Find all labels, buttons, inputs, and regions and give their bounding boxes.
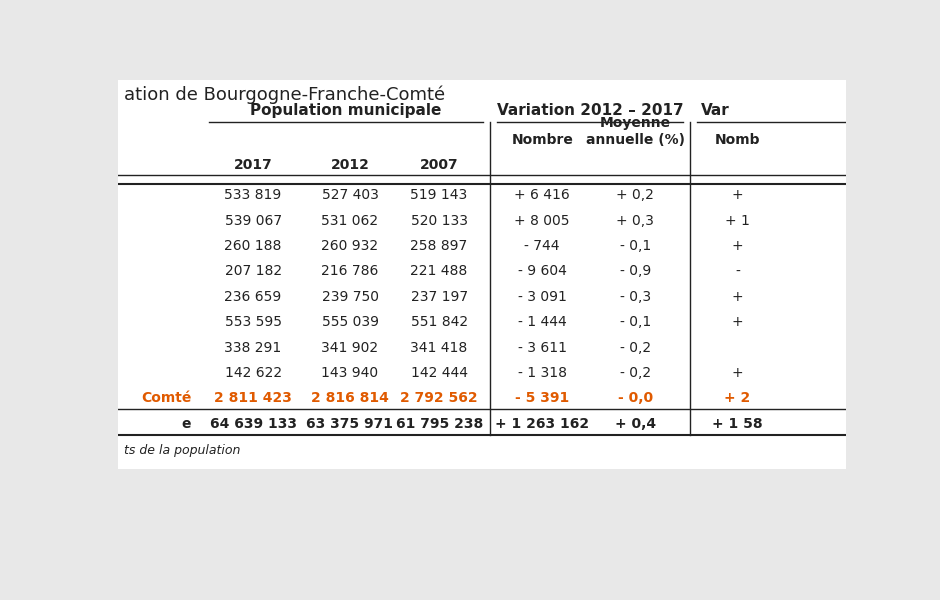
Text: 338 291: 338 291 [225, 341, 282, 355]
Text: 239 750: 239 750 [321, 290, 379, 304]
Text: Moyenne
annuelle (%): Moyenne annuelle (%) [586, 116, 684, 148]
Text: - 0,2: - 0,2 [619, 341, 650, 355]
Text: ation de Bourgogne-Franche-Comté: ation de Bourgogne-Franche-Comté [124, 86, 445, 104]
Text: + 6 416: + 6 416 [514, 188, 570, 202]
Text: 520 133: 520 133 [411, 214, 467, 227]
Text: + 1: + 1 [725, 214, 750, 227]
Text: 260 932: 260 932 [321, 239, 379, 253]
Text: - 1 318: - 1 318 [518, 366, 567, 380]
Text: - 9 604: - 9 604 [518, 265, 567, 278]
Text: + 1 58: + 1 58 [713, 417, 763, 431]
Text: 143 940: 143 940 [321, 366, 379, 380]
Text: + 2: + 2 [725, 391, 751, 406]
Text: 341 902: 341 902 [321, 341, 379, 355]
FancyBboxPatch shape [118, 80, 846, 469]
Text: 533 819: 533 819 [225, 188, 282, 202]
Text: 142 622: 142 622 [225, 366, 282, 380]
FancyBboxPatch shape [118, 95, 846, 184]
Text: 2007: 2007 [420, 158, 459, 172]
Text: - 0,1: - 0,1 [619, 239, 650, 253]
Text: 207 182: 207 182 [225, 265, 282, 278]
Text: Variation 2012 – 2017: Variation 2012 – 2017 [497, 103, 683, 118]
Text: 260 188: 260 188 [225, 239, 282, 253]
Text: 258 897: 258 897 [411, 239, 468, 253]
Text: +: + [731, 315, 744, 329]
Text: 555 039: 555 039 [321, 315, 379, 329]
Text: 2012: 2012 [331, 158, 369, 172]
Text: - 1 444: - 1 444 [518, 315, 567, 329]
Text: 2 816 814: 2 816 814 [311, 391, 389, 406]
Text: 2017: 2017 [234, 158, 273, 172]
Text: 341 418: 341 418 [411, 341, 468, 355]
Text: - 0,3: - 0,3 [619, 290, 650, 304]
Text: Var: Var [701, 103, 729, 118]
Text: Nombre: Nombre [511, 133, 573, 148]
Text: 142 444: 142 444 [411, 366, 467, 380]
Text: + 0,4: + 0,4 [615, 417, 656, 431]
Text: 539 067: 539 067 [225, 214, 282, 227]
Text: 236 659: 236 659 [225, 290, 282, 304]
Text: - 5 391: - 5 391 [515, 391, 570, 406]
Text: + 8 005: + 8 005 [514, 214, 570, 227]
Text: Nomb: Nomb [714, 133, 760, 148]
Text: +: + [731, 290, 744, 304]
Text: +: + [731, 239, 744, 253]
Text: +: + [731, 366, 744, 380]
Text: 221 488: 221 488 [411, 265, 468, 278]
Text: Population municipale: Population municipale [250, 103, 442, 118]
Text: 519 143: 519 143 [411, 188, 468, 202]
Text: 527 403: 527 403 [321, 188, 379, 202]
Text: - 744: - 744 [525, 239, 560, 253]
Text: 61 795 238: 61 795 238 [396, 417, 483, 431]
Text: + 0,2: + 0,2 [617, 188, 654, 202]
Text: -: - [735, 265, 740, 278]
Text: ts de la population: ts de la population [124, 444, 240, 457]
Text: + 0,3: + 0,3 [617, 214, 654, 227]
Text: 2 792 562: 2 792 562 [400, 391, 478, 406]
Text: - 0,9: - 0,9 [619, 265, 650, 278]
Text: - 0,1: - 0,1 [619, 315, 650, 329]
Text: - 0,2: - 0,2 [619, 366, 650, 380]
Text: 531 062: 531 062 [321, 214, 379, 227]
Text: 63 375 971: 63 375 971 [306, 417, 394, 431]
Text: +: + [731, 188, 744, 202]
FancyBboxPatch shape [118, 178, 846, 438]
Text: 64 639 133: 64 639 133 [210, 417, 297, 431]
Text: + 1 263 162: + 1 263 162 [495, 417, 589, 431]
Text: 216 786: 216 786 [321, 265, 379, 278]
Text: e: e [181, 417, 191, 431]
Text: - 3 611: - 3 611 [518, 341, 567, 355]
Text: 2 811 423: 2 811 423 [214, 391, 292, 406]
Text: 553 595: 553 595 [225, 315, 282, 329]
Text: - 0,0: - 0,0 [618, 391, 652, 406]
Text: - 3 091: - 3 091 [518, 290, 567, 304]
Text: Comté: Comté [141, 391, 191, 406]
Text: 237 197: 237 197 [411, 290, 468, 304]
Text: 551 842: 551 842 [411, 315, 468, 329]
